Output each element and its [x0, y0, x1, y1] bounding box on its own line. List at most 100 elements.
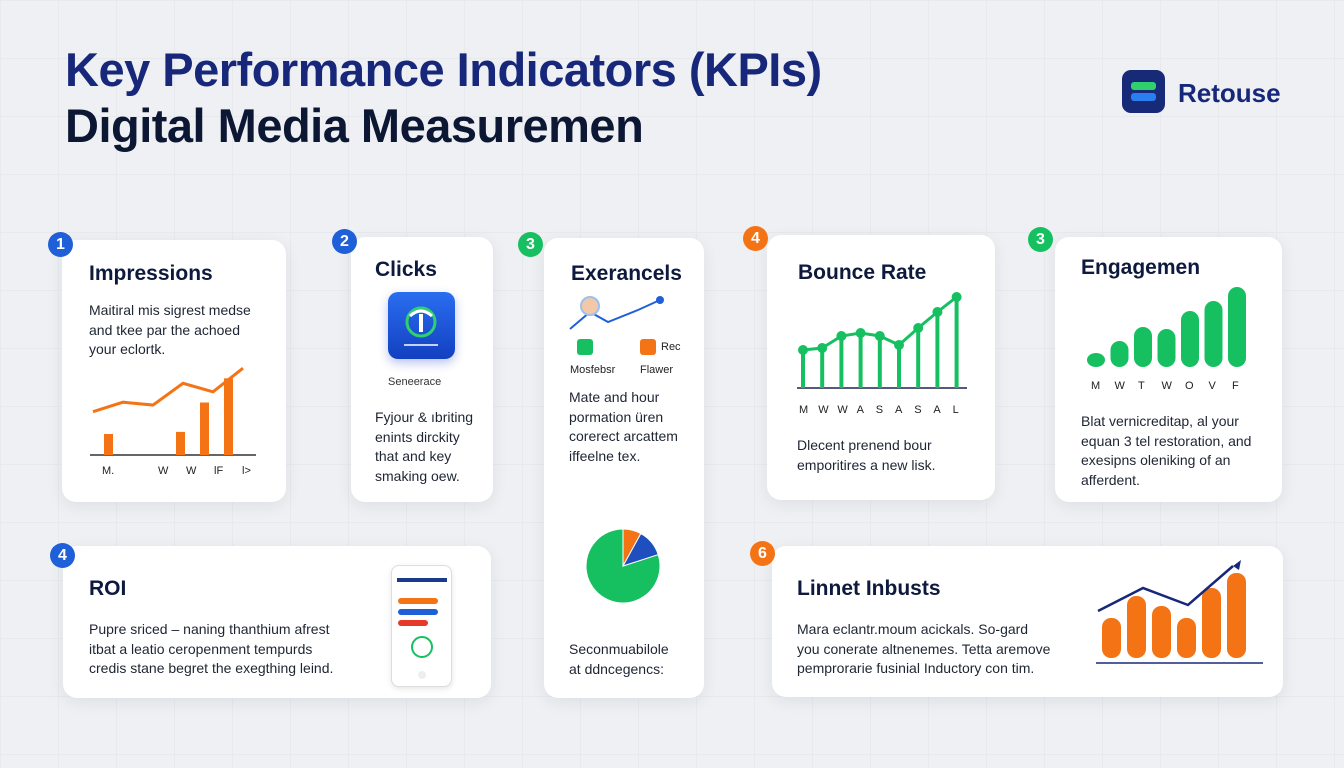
- tick-label: L: [953, 404, 959, 416]
- card-badge: 4: [50, 543, 75, 568]
- tick-label: W: [837, 404, 848, 416]
- pie-chart: [585, 528, 661, 604]
- green-legend-icon: [577, 339, 593, 355]
- tick-label: S: [876, 404, 883, 416]
- trend-line-mini: [569, 296, 664, 330]
- tick-label: A: [857, 404, 865, 416]
- tick-label: M: [799, 404, 808, 416]
- arrow-head-icon: [1233, 560, 1241, 570]
- card-title: ROI: [89, 577, 127, 600]
- lollipop-stem: [820, 348, 825, 388]
- pie-slice: [621, 532, 659, 567]
- tick-label: l>: [242, 465, 251, 477]
- card-badge: 1: [48, 232, 73, 257]
- bar: [1177, 618, 1196, 658]
- card-impressions: [62, 240, 286, 502]
- phone-mockup-icon: [391, 565, 452, 687]
- plug-icon: [656, 296, 664, 304]
- bar: [104, 434, 113, 455]
- card-badge: 4: [743, 226, 768, 251]
- bar: [224, 378, 233, 455]
- tick-label: lF: [214, 465, 223, 477]
- lollipop-point: [836, 331, 847, 341]
- legend-extra-label: Rec: [661, 341, 681, 353]
- tick-label: V: [1209, 380, 1217, 392]
- card-text: Maitiral mis sigrest medse and tkee par t…: [89, 302, 251, 357]
- card-badge: 6: [750, 541, 775, 566]
- orange-legend-icon: [640, 339, 656, 355]
- click-app-icon: [388, 292, 455, 359]
- tick-label: M: [1091, 380, 1100, 392]
- lollipop-point: [798, 345, 808, 355]
- lollipop-point: [817, 343, 828, 353]
- trend-line: [1097, 565, 1234, 613]
- card-title: Linnet Inbusts: [797, 577, 941, 600]
- avatar-icon: [580, 296, 600, 316]
- bar: [1127, 596, 1146, 658]
- brand-name: Retouse: [1178, 78, 1281, 108]
- lollipop-stem: [954, 297, 959, 388]
- icon-caption: Seneerace: [388, 376, 442, 388]
- tick-label: W: [158, 465, 169, 477]
- legend-label: Mosfebsr: [570, 364, 616, 376]
- bar: [1152, 606, 1171, 658]
- card-text: Mate and hour pormation üren corerect arca…: [569, 389, 678, 464]
- lollipop-point: [874, 331, 885, 341]
- card-text: Pupre sriced – naning thanthium afrest it…: [89, 621, 334, 676]
- card-title: Engagemen: [1081, 256, 1201, 279]
- bar: [1102, 618, 1121, 658]
- lollipop-stem: [858, 333, 863, 388]
- lollipop-point: [932, 307, 943, 317]
- card-title: Impressions: [89, 262, 213, 285]
- lollipop-stem: [916, 328, 921, 388]
- bar: [1181, 311, 1199, 367]
- card-title: Bounce Rate: [798, 261, 927, 284]
- card-text: Mara eclantr.moum acickals. So-gard you c…: [797, 621, 1051, 676]
- bar: [200, 402, 209, 455]
- bar: [1202, 588, 1221, 658]
- lollipop-stem: [839, 336, 844, 388]
- lollipop-point: [951, 292, 962, 302]
- tick-label: W: [1115, 380, 1126, 392]
- card-badge: 3: [518, 232, 543, 257]
- card-linnet-inbusts: [772, 546, 1283, 697]
- bar: [1157, 329, 1176, 367]
- card-title: Clicks: [375, 258, 437, 281]
- trend-line: [92, 367, 244, 414]
- linnet-chart: [1096, 560, 1263, 664]
- bar: [176, 431, 185, 455]
- lollipop-stem: [877, 336, 882, 388]
- tick-label: S: [914, 404, 921, 416]
- bar: [1134, 327, 1152, 367]
- bar: [1087, 353, 1105, 367]
- legend-label: Flawer: [640, 364, 674, 376]
- page-subtitle: Digital Media Measuremen: [65, 99, 644, 152]
- bar: [1110, 341, 1129, 367]
- tick-label: T: [1138, 380, 1145, 392]
- tick-label: W: [1162, 380, 1173, 392]
- tick-label: O: [1185, 380, 1194, 392]
- tick-label: W: [186, 465, 197, 477]
- card-title: Exerancels: [571, 262, 682, 285]
- card-engagement: [1055, 237, 1282, 502]
- card-text: Dlecent prenend bour emporitires a new li…: [797, 437, 936, 473]
- tick-label: F: [1232, 380, 1239, 392]
- lollipop-point: [913, 323, 924, 333]
- bar: [1204, 301, 1223, 367]
- brand-logo-icon: [1122, 70, 1165, 113]
- tick-label: A: [933, 404, 941, 416]
- lollipop-point: [855, 328, 866, 338]
- card-text: Fyjour & ıbriting enints dirckity that and…: [375, 409, 474, 484]
- card-badge: 3: [1028, 227, 1053, 252]
- bar: [1227, 573, 1246, 658]
- tick-label: A: [895, 404, 903, 416]
- lollipop-stem: [801, 350, 805, 388]
- lollipop-point: [894, 340, 904, 350]
- bar: [1228, 287, 1246, 367]
- card-text: Blat vernicreditap, al your equan 3 tel r…: [1081, 413, 1252, 488]
- tick-label: W: [818, 404, 829, 416]
- lollipop-stem: [935, 312, 940, 388]
